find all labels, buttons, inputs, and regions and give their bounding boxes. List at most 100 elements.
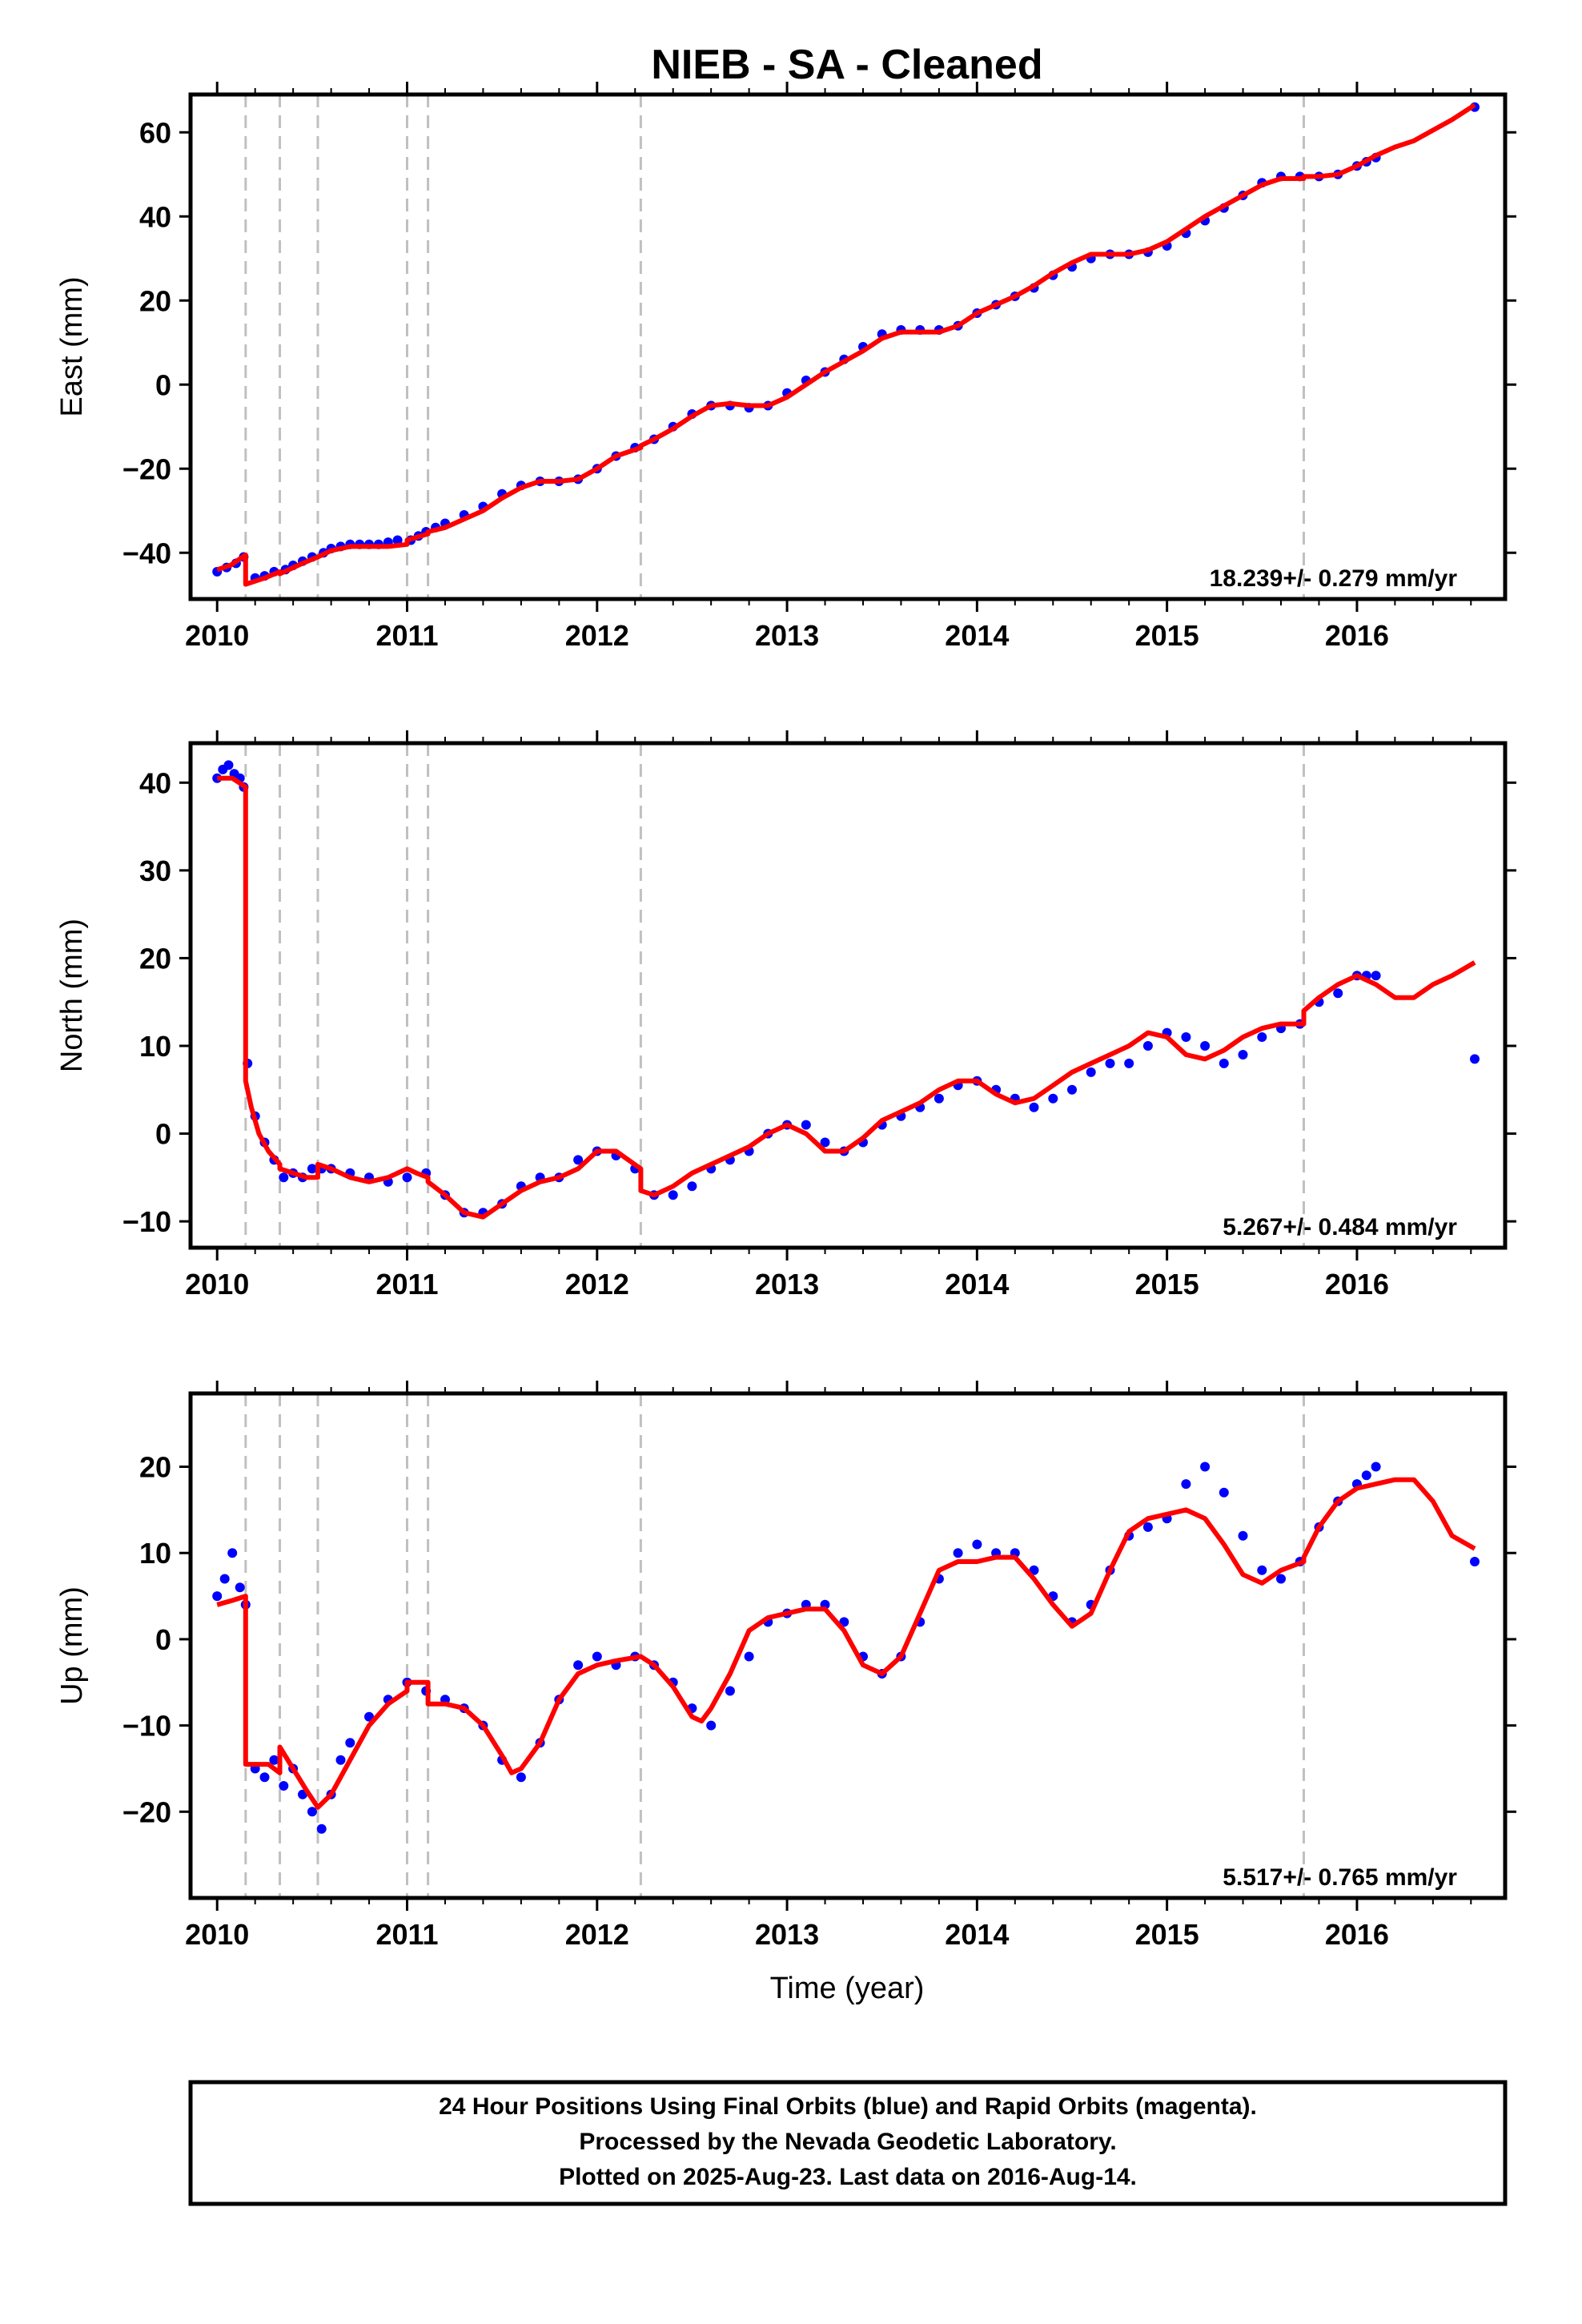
north-y-tick-label: 20 [139, 942, 171, 975]
north-data-point [1105, 1058, 1115, 1068]
up-x-tick-label: 2016 [1325, 1918, 1389, 1951]
footer-border [188, 2080, 1508, 2206]
up-data-point [725, 1686, 735, 1696]
up-x-tick-label: 2013 [755, 1918, 819, 1951]
north-x-tick-label: 2015 [1135, 1268, 1199, 1301]
north-data-point [934, 1093, 944, 1104]
up-data-point [259, 1772, 270, 1783]
north-data-point [1086, 1067, 1096, 1077]
north-data-point [279, 1172, 289, 1183]
up-data-point [592, 1651, 602, 1662]
up-data-point [269, 1755, 279, 1765]
chart-title: NIEB - SA - Cleaned [651, 42, 1042, 88]
north-data-point [402, 1172, 412, 1183]
north-plot-frame [188, 741, 1508, 1250]
up-data-point [1142, 1522, 1153, 1532]
up-data-point [219, 1574, 230, 1584]
up-data-point [235, 1582, 245, 1593]
north-x-tick-label: 2014 [945, 1268, 1009, 1301]
north-data-point [1219, 1058, 1229, 1068]
north-data-point [1333, 988, 1343, 999]
up-data-point [1361, 1470, 1371, 1481]
east-x-tick-label: 2015 [1135, 619, 1199, 652]
up-data-point [953, 1548, 963, 1558]
up-data-point [1276, 1574, 1286, 1584]
north-data-point [1142, 1041, 1153, 1051]
east-x-tick-label: 2011 [375, 619, 438, 652]
north-panel: −10 0 10 20 30 40 2010 2011 2012 2013 2014 2015 2016… [55, 730, 1516, 1301]
up-y-tick-label: 20 [139, 1451, 171, 1484]
north-y-tick-label: 0 [155, 1118, 171, 1151]
up-data-point [1371, 1462, 1381, 1472]
up-data-point [706, 1720, 717, 1731]
east-y-tick-label: −40 [122, 537, 171, 569]
up-rate-label: 5.517+/- 0.765 mm/yr [1223, 1864, 1457, 1891]
footer-line-3: Plotted on 2025-Aug-23. Last data on 201… [559, 2164, 1137, 2190]
north-rate-label: 5.267+/- 0.484 mm/yr [1223, 1214, 1457, 1240]
up-y-tick-label: −20 [122, 1795, 171, 1828]
up-x-tick-label: 2011 [375, 1918, 438, 1951]
north-y-tick-label: 10 [139, 1030, 171, 1063]
east-x-tick-label: 2014 [945, 619, 1009, 652]
up-data-point [972, 1539, 982, 1550]
east-x-tick-label: 2012 [565, 619, 629, 652]
up-data-point [316, 1823, 327, 1834]
up-data-point [279, 1781, 289, 1791]
north-y-tick-label: 40 [139, 766, 171, 799]
up-data-point [345, 1738, 355, 1748]
north-data-point [1067, 1084, 1077, 1095]
east-panel: −40 −20 0 20 40 60 2010 2011 2012 2013 2014 2015 201… [55, 82, 1516, 652]
north-y-tick-label: −10 [122, 1205, 171, 1238]
north-data-point [573, 1155, 584, 1165]
north-data-point [668, 1190, 678, 1200]
up-model-line [216, 1477, 1476, 1810]
footer-line-2: Processed by the Nevada Geodetic Laborat… [579, 2129, 1116, 2155]
north-data-point [223, 760, 234, 770]
up-y-axis-label: Up (mm) [55, 1586, 89, 1705]
north-data-point [1470, 1054, 1480, 1064]
north-data-point [1238, 1050, 1248, 1059]
east-x-tick-label: 2010 [185, 619, 249, 652]
footer-box: 24 Hour Positions Using Final Orbits (bl… [188, 2080, 1508, 2206]
up-data-point [1219, 1487, 1229, 1498]
footer-line-1: 24 Hour Positions Using Final Orbits (bl… [439, 2093, 1257, 2120]
north-data-point [307, 1164, 317, 1174]
north-y-tick-label: 30 [139, 854, 171, 887]
north-data-point [801, 1120, 811, 1130]
east-rate-label: 18.239+/- 0.279 mm/yr [1210, 565, 1458, 592]
north-model-line [217, 775, 1476, 1220]
east-x-tick-label: 2013 [755, 619, 819, 652]
north-data-point [1257, 1032, 1267, 1042]
north-data-point [1029, 1102, 1039, 1112]
up-data-point [744, 1651, 754, 1662]
north-x-tick-label: 2013 [755, 1268, 819, 1301]
up-y-tick-label: −10 [122, 1710, 171, 1743]
up-data-point [335, 1755, 346, 1765]
east-y-tick-label: −20 [122, 452, 171, 485]
up-panel: −20 −10 0 10 20 2010 2011 2012 2013 2014 2015 2016 U… [55, 1381, 1516, 1951]
north-data-point [1124, 1058, 1134, 1068]
up-data-point [1200, 1462, 1211, 1472]
up-x-tick-label: 2015 [1135, 1918, 1199, 1951]
east-x-tick-label: 2016 [1325, 619, 1389, 652]
up-data-point [516, 1772, 526, 1783]
x-axis-label: Time (year) [770, 1972, 925, 2005]
north-y-axis-label: North (mm) [55, 919, 89, 1072]
up-data-point [212, 1591, 223, 1602]
up-data-point [1257, 1565, 1267, 1575]
up-data-point [307, 1807, 317, 1817]
up-data-point [1181, 1479, 1191, 1490]
east-y-tick-label: 60 [139, 116, 171, 149]
up-data-point [227, 1548, 238, 1558]
up-x-tick-label: 2010 [185, 1918, 249, 1951]
north-x-tick-label: 2012 [565, 1268, 629, 1301]
up-data-point [1470, 1557, 1480, 1566]
east-plot-frame [188, 92, 1508, 601]
north-data-point [1200, 1041, 1211, 1051]
east-y-tick-label: 20 [139, 284, 171, 317]
north-data-point [687, 1181, 697, 1192]
north-x-tick-label: 2010 [185, 1268, 249, 1301]
north-data-point [1048, 1093, 1058, 1104]
